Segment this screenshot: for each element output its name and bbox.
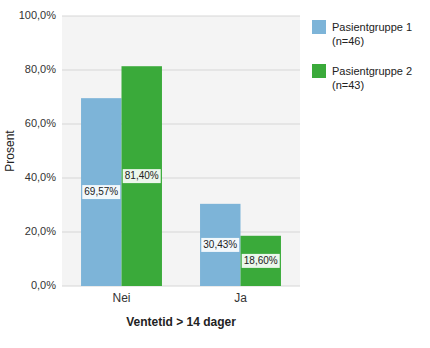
legend-line: Pasientgruppe 1 bbox=[332, 21, 412, 33]
y-tick-label: 0,0% bbox=[31, 279, 56, 291]
legend-label: Pasientgruppe 1 (n=46) bbox=[332, 21, 412, 47]
bar bbox=[81, 98, 121, 286]
plot-area bbox=[62, 16, 300, 286]
x-tick-label: Ja bbox=[234, 291, 247, 305]
data-label-bg bbox=[123, 169, 161, 183]
data-label-bg bbox=[82, 185, 120, 199]
grid-line bbox=[62, 16, 300, 17]
bar bbox=[200, 204, 240, 286]
data-label: 30,43% bbox=[203, 239, 237, 250]
data-label: 18,60% bbox=[244, 255, 278, 266]
legend-swatch bbox=[312, 64, 326, 78]
y-tick-label: 20,0% bbox=[25, 225, 56, 237]
grid-line bbox=[62, 70, 300, 71]
y-axis-title: Prosent bbox=[3, 130, 17, 172]
y-tick-label: 60,0% bbox=[25, 117, 56, 129]
x-tick-label: Nei bbox=[112, 291, 130, 305]
legend-line: (n=46) bbox=[332, 35, 364, 47]
data-label: 69,57% bbox=[84, 186, 118, 197]
y-tick-label: 100,0% bbox=[19, 9, 57, 21]
chart: 0,0% 20,0% 40,0% 60,0% 80,0% 100,0% 69,57% 81,4… bbox=[0, 0, 430, 348]
y-tick-label: 80,0% bbox=[25, 63, 56, 75]
legend-swatch bbox=[312, 20, 326, 34]
legend-line: Pasientgruppe 2 bbox=[332, 65, 412, 77]
data-labels: 69,57% 81,40% 30,43% 18,60% bbox=[82, 169, 279, 268]
legend-label: Pasientgruppe 2 (n=43) bbox=[332, 65, 412, 91]
bar bbox=[122, 66, 162, 286]
data-label-bg bbox=[242, 254, 280, 268]
y-tick-label: 40,0% bbox=[25, 171, 56, 183]
legend: Pasientgruppe 1 (n=46) Pasientgruppe 2 (n=4… bbox=[312, 20, 412, 91]
bar bbox=[241, 236, 281, 286]
bars bbox=[81, 66, 281, 286]
data-label-bg bbox=[201, 238, 239, 252]
legend-line: (n=43) bbox=[332, 79, 364, 91]
data-label: 81,40% bbox=[125, 170, 159, 181]
x-axis-title: Ventetid > 14 dager bbox=[126, 315, 236, 329]
